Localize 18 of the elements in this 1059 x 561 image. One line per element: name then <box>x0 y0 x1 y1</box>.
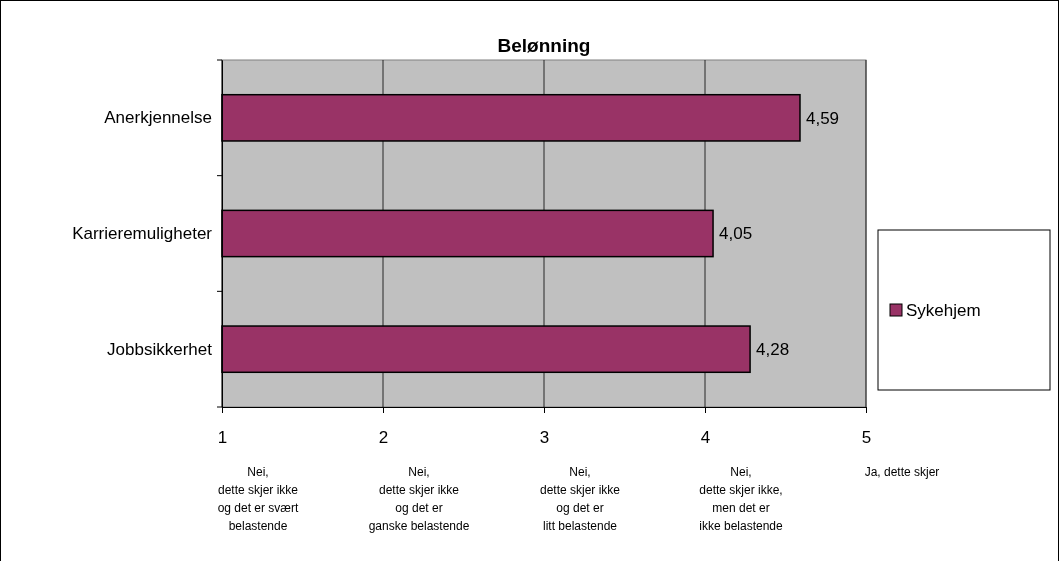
y-tick-label: Jobbsikkerhet <box>107 339 213 359</box>
chart-title: Belønning <box>497 35 591 56</box>
text: Nei, dette skjer ikke og det er svært belastende <box>217 465 300 533</box>
x-tick-label: 2 <box>378 428 389 448</box>
legend-label: Sykehjem <box>906 300 981 320</box>
y-tick-label: Karrieremuligheter <box>72 223 213 243</box>
y-tick-label: Anerkjennelse <box>104 108 212 128</box>
text: Nei, dette skjer ikke og det er litt belastende <box>539 465 621 533</box>
text: Nei, dette skjer ikke, men det er ikke belastende <box>699 465 784 533</box>
data-label: 4,59 <box>805 108 840 128</box>
x-tick-label: 1 <box>217 428 228 448</box>
x-tick-label: 3 <box>539 428 550 448</box>
x-tick-label: 5 <box>861 428 872 448</box>
data-label: 4,05 <box>719 224 753 244</box>
data-label: 4,28 <box>756 340 790 360</box>
x-tick-label: 4 <box>700 428 711 448</box>
text: Ja, dette skjer <box>864 465 940 479</box>
text: Nei, dette skjer ikke og det er ganske belastende <box>368 465 470 533</box>
